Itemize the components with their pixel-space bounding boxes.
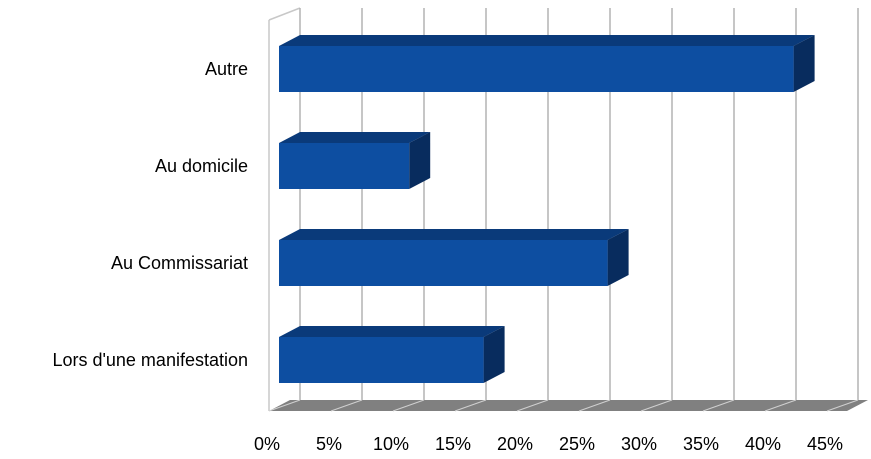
floor-gridline-10 <box>392 399 425 412</box>
x-tick-label: 15% <box>435 434 471 454</box>
floor-gridline-5 <box>330 399 363 412</box>
floor-gridline-20 <box>516 399 549 412</box>
x-tick-label: 0% <box>254 434 280 454</box>
bar-front-face <box>279 337 484 383</box>
category-label: Autre <box>205 59 248 79</box>
bar-side-face <box>409 132 431 189</box>
chart-floor-plane <box>269 400 868 411</box>
floor-gridline-15 <box>454 399 487 412</box>
category-label: Au Commissariat <box>111 253 248 273</box>
chart-x-tick-labels: 0% 5% 10% 15% 20% 25% 30% 35% 40% 45% <box>254 434 843 454</box>
bar-3 <box>279 229 629 286</box>
x-tick-label: 25% <box>559 434 595 454</box>
bar-side-face <box>793 35 815 92</box>
bar-top-face <box>279 132 431 143</box>
bar-top-face <box>279 35 815 46</box>
left-wall-top-edge <box>268 7 301 21</box>
floor-gridline-45 <box>826 399 859 412</box>
chart-floor <box>268 7 868 411</box>
floor-gridline-35 <box>702 399 735 412</box>
x-tick-label: 40% <box>745 434 781 454</box>
bar-top-face <box>279 326 505 337</box>
x-tick-label: 20% <box>497 434 533 454</box>
x-tick-label: 10% <box>373 434 409 454</box>
floor-gridline-25 <box>578 399 611 412</box>
floor-gridline-30 <box>640 399 673 412</box>
category-label: Lors d'une manifestation <box>52 350 248 370</box>
x-tick-label: 35% <box>683 434 719 454</box>
x-tick-label: 30% <box>621 434 657 454</box>
chart-category-labels: Autre Au domicile Au Commissariat Lors d'u… <box>52 59 248 370</box>
floor-gridline-40 <box>764 399 797 412</box>
x-tick-label: 5% <box>316 434 342 454</box>
bar-side-face <box>483 326 505 383</box>
bar-top-face <box>279 229 629 240</box>
bar-2 <box>279 132 431 189</box>
bar-front-face <box>279 143 410 189</box>
x-tick-label: 45% <box>807 434 843 454</box>
bar-1 <box>279 35 815 92</box>
bar-front-face <box>279 46 794 92</box>
category-label: Au domicile <box>155 156 248 176</box>
bar-4 <box>279 326 505 383</box>
bar-side-face <box>607 229 629 286</box>
chart-bars <box>279 35 815 383</box>
floor-gridline-0 <box>268 399 301 412</box>
bar-front-face <box>279 240 608 286</box>
